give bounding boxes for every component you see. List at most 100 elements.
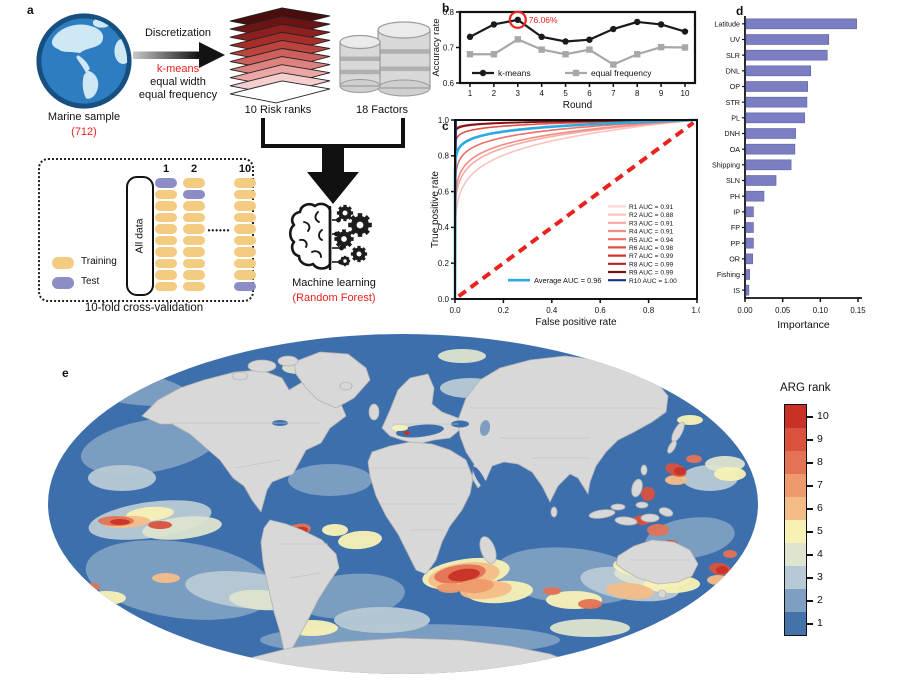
training-sample-pill	[234, 247, 256, 257]
k-means-point	[681, 28, 689, 35]
arg-patch	[716, 566, 728, 574]
gear-icon	[348, 213, 372, 237]
continent	[657, 589, 667, 599]
training-sample-pill	[183, 201, 205, 211]
all-data-box: All data	[126, 176, 154, 296]
roc-legend-entry: R7 AUC = 0.99	[629, 253, 673, 260]
fold-column-label: 1	[162, 163, 170, 175]
roc-chart: 0.0 0.2 0.4 0.6 0.8 1.0 0.0 0.2 0.4 0.6 0.8 1.0 R1 A…	[430, 116, 700, 326]
svg-text:3: 3	[516, 89, 521, 98]
svg-text:4: 4	[539, 89, 544, 98]
importance-category: DNL	[726, 66, 740, 75]
training-sample-pill	[183, 235, 205, 246]
arrow-right-icon	[133, 42, 225, 68]
continent	[368, 403, 380, 421]
arg-patch	[69, 595, 91, 605]
arg-rank-cell-5	[785, 520, 806, 543]
importance-bar-SLN	[745, 175, 777, 186]
inland-sea	[404, 431, 410, 435]
arg-rank-tick	[807, 554, 813, 556]
random-forest-label: (Random Forest)	[292, 292, 376, 304]
test-sample-pill	[234, 281, 256, 292]
importance-bar-OR	[745, 253, 753, 265]
training-sample-pill	[234, 258, 256, 269]
arg-patch	[458, 578, 494, 594]
equal frequency-point	[610, 61, 617, 68]
chance-diagonal	[457, 121, 695, 298]
equal frequency-point	[490, 51, 498, 58]
training-sample-pill	[183, 258, 205, 269]
continent	[231, 371, 249, 381]
risk-ranks-stack-icon	[229, 7, 331, 104]
continent	[247, 359, 277, 373]
equal frequency-point	[657, 43, 665, 51]
equal frequency-point	[514, 36, 521, 43]
arg-rank-colorbar	[784, 404, 807, 636]
cylinder	[377, 21, 431, 97]
roc-legend-entry: R6 AUC = 0.98	[629, 245, 673, 252]
arg-patch	[647, 524, 669, 536]
importance-bar-UV	[745, 34, 830, 45]
arg-patch	[665, 475, 687, 485]
arg-rank-cell-7	[785, 474, 806, 497]
arg-patch	[152, 573, 180, 583]
arg-patch	[438, 349, 486, 363]
risk-ranks-label: 10 Risk ranks	[244, 104, 312, 116]
importance-bar-Shipping	[745, 159, 792, 171]
arg-rank-tick	[807, 623, 813, 625]
svg-text:10: 10	[681, 89, 690, 98]
arg-patch	[148, 521, 172, 529]
importance-bar-OA	[745, 143, 796, 155]
arg-patch	[86, 591, 126, 605]
arg-patch	[110, 519, 130, 525]
test-pill-icon	[52, 277, 74, 289]
equal frequency-point	[538, 46, 545, 53]
kmeans-method-label: k-means	[156, 63, 200, 75]
arg-rank-legend-title: ARG rank	[780, 382, 831, 394]
test-sample-pill	[183, 189, 205, 200]
equal frequency-point	[634, 51, 641, 58]
arg-patch	[76, 602, 108, 614]
svg-text:0.8: 0.8	[443, 8, 455, 17]
importance-bar-DNL	[745, 65, 811, 77]
svg-text:0.2: 0.2	[438, 259, 450, 268]
svg-text:0.4: 0.4	[546, 306, 558, 315]
svg-text:9: 9	[659, 89, 664, 98]
continent	[367, 441, 474, 575]
arg-rank-tick	[807, 531, 813, 533]
k-means-point	[657, 21, 665, 28]
continent	[667, 440, 677, 454]
roc-legend-entry: R10 AUC = 1.00	[629, 278, 677, 285]
roc-legend-entry: R9 AUC = 0.99	[629, 270, 673, 277]
arg-rank-cell-10	[785, 405, 806, 428]
roc-curve-R4	[454, 119, 698, 299]
highlight-circle	[508, 10, 527, 29]
arg-patch	[448, 568, 480, 582]
panel-a-label: a	[27, 3, 34, 17]
continent	[640, 513, 660, 523]
k-means-point	[610, 25, 617, 33]
importance-category: IP	[733, 207, 740, 216]
importance-bar-Fishing	[745, 269, 750, 280]
world-map	[48, 334, 758, 674]
svg-text:0.4: 0.4	[438, 223, 450, 232]
importance-category: Fishing	[717, 270, 740, 279]
training-sample-pill	[183, 178, 205, 188]
continent	[550, 506, 558, 518]
svg-text:Round: Round	[563, 100, 592, 111]
arg-rank-cell-4	[785, 543, 806, 566]
fold-column-label: 2	[190, 163, 198, 175]
continent	[293, 351, 371, 409]
marine-sample-label: Marine sample	[47, 111, 121, 123]
equal frequency-point	[562, 51, 569, 58]
svg-text:False positive rate: False positive rate	[535, 317, 617, 326]
panel-d-label: d	[736, 4, 744, 18]
roc-curve-R6	[454, 119, 698, 299]
importance-bar-SLR	[745, 49, 828, 61]
arg-patch	[437, 583, 463, 593]
training-sample-pill	[234, 178, 256, 188]
risk-plate	[229, 80, 331, 104]
training-sample-pill	[234, 235, 256, 246]
gear-icon	[336, 204, 354, 222]
training-sample-pill	[234, 212, 256, 223]
